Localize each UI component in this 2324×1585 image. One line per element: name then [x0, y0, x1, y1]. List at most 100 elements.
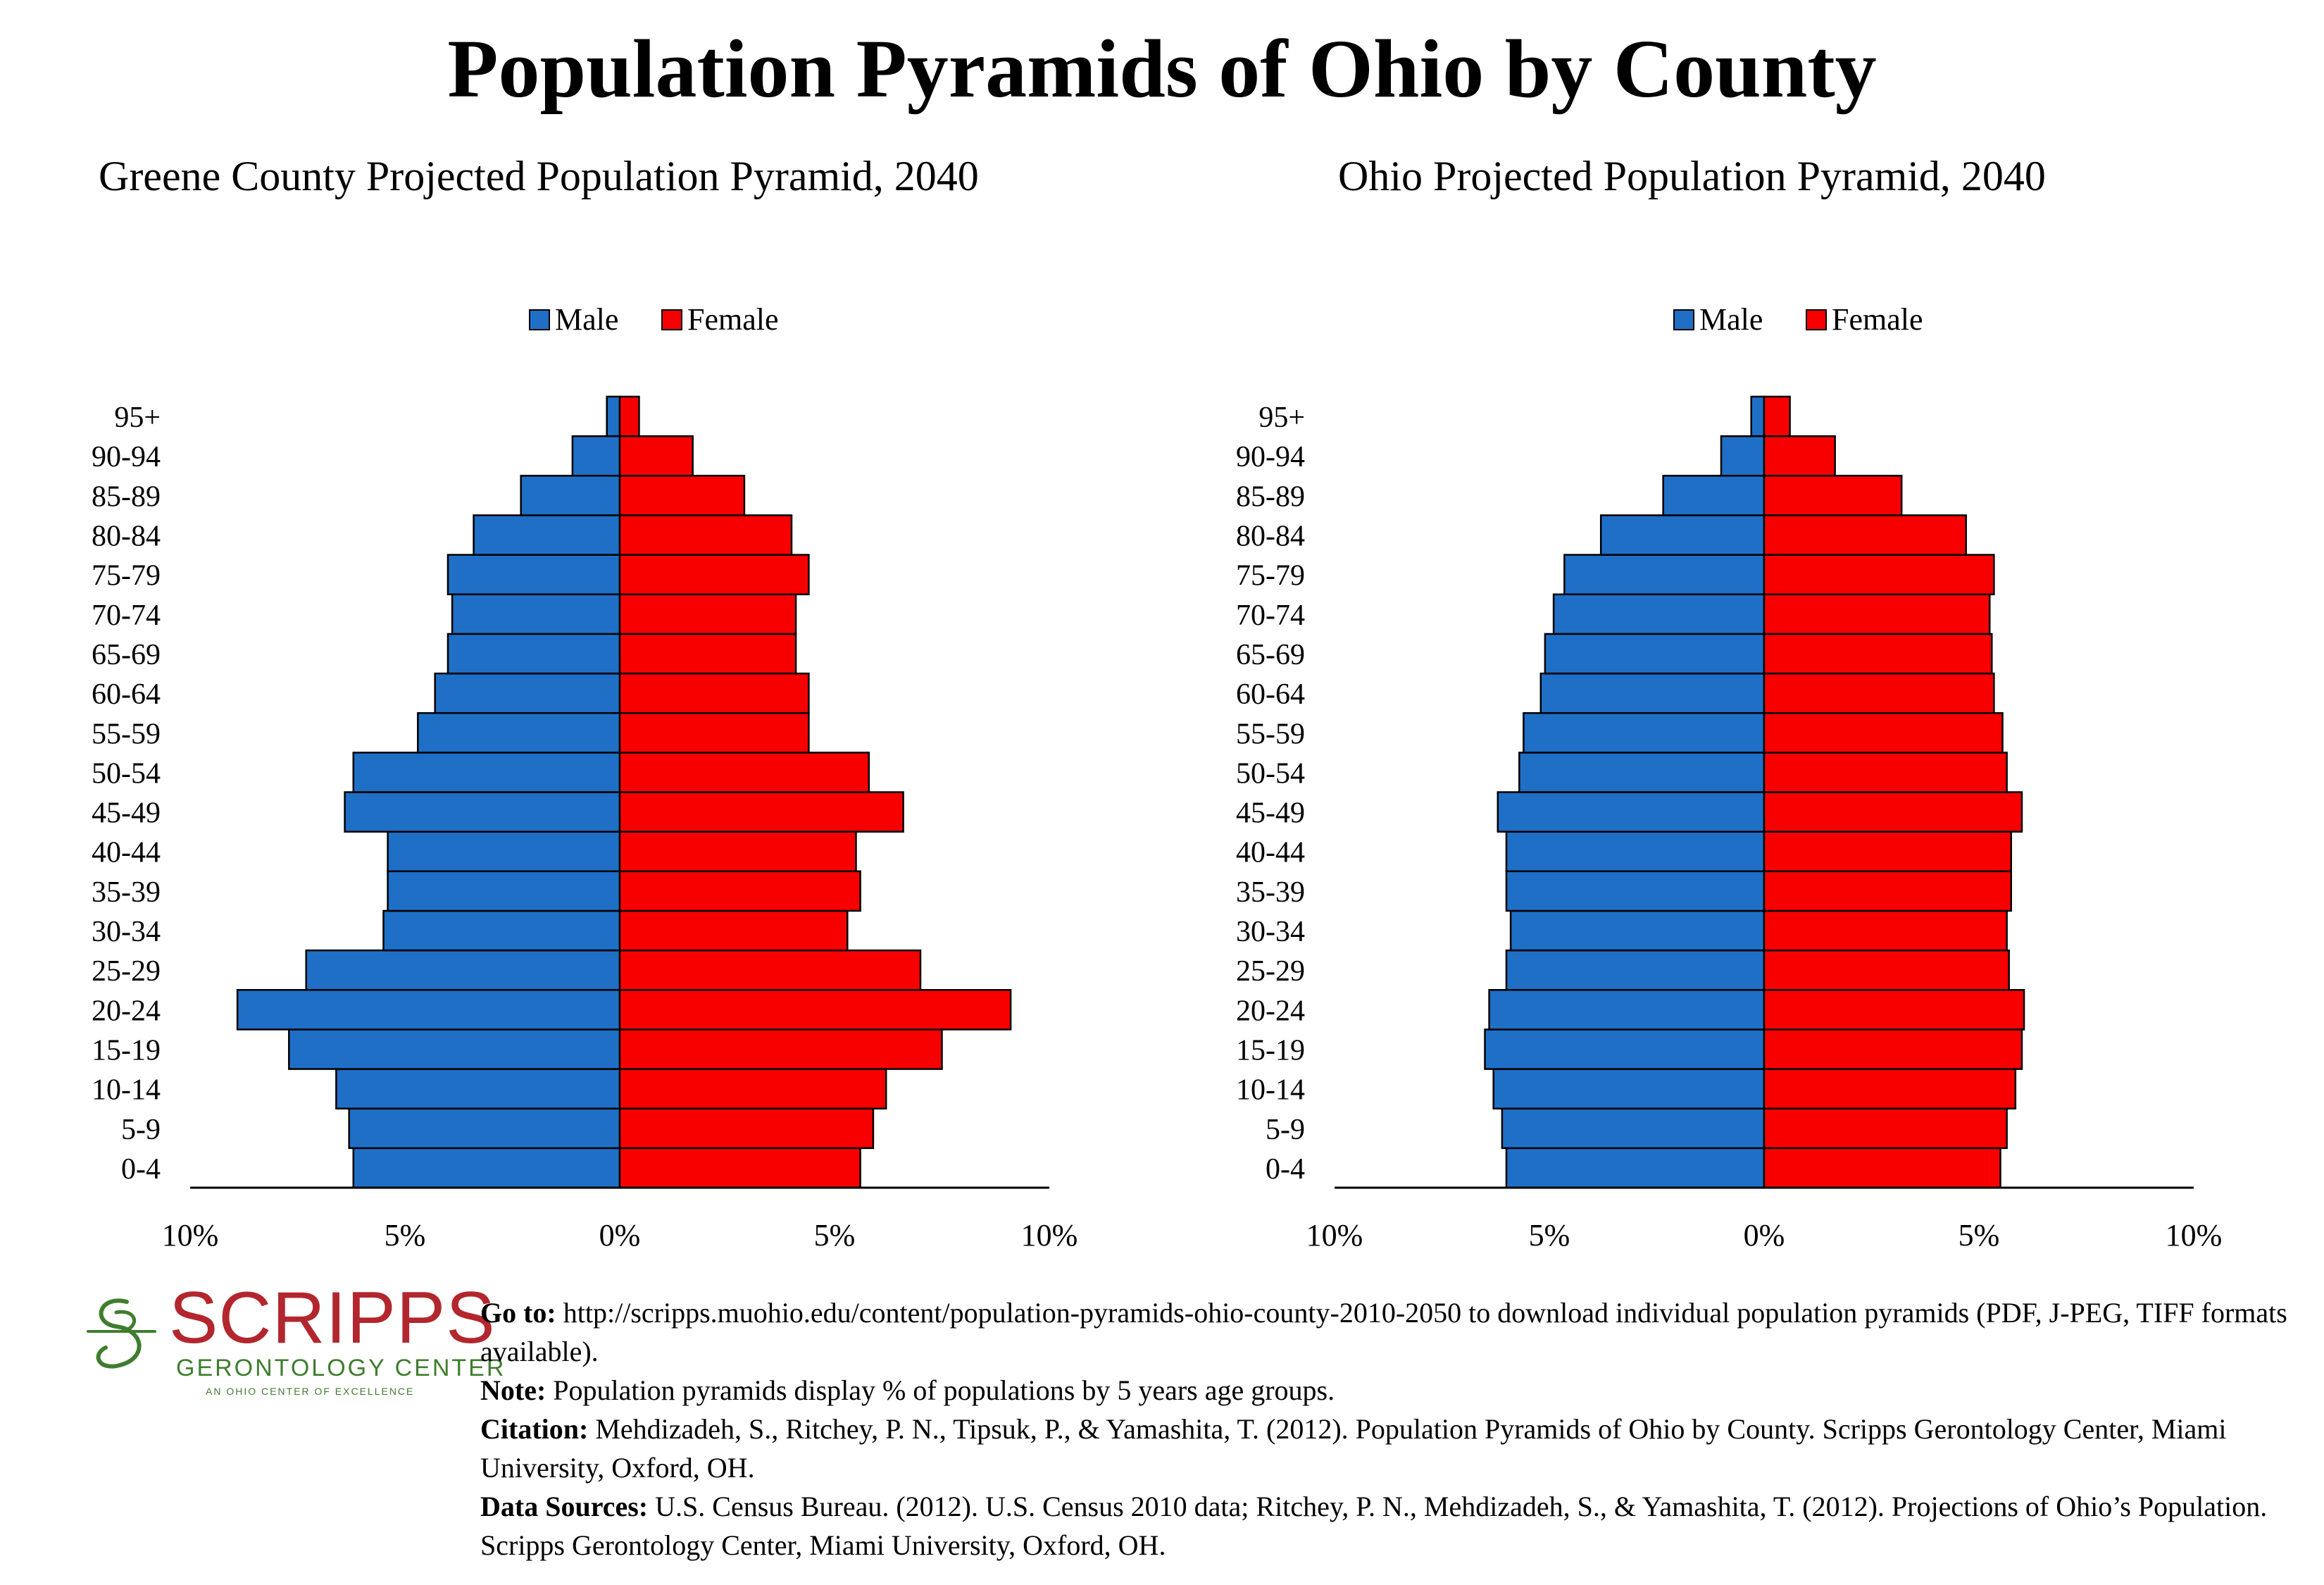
- chart1-male-bar: [520, 475, 621, 516]
- chart1-female-bar: [618, 633, 797, 675]
- chart1-age-label: 5-9: [121, 1114, 161, 1146]
- chart1-x-tick-label: 0%: [599, 1218, 641, 1253]
- chart1-female-bar: [618, 1107, 875, 1150]
- chart2-legend-male-swatch: [1673, 309, 1694, 330]
- chart1-age-label: 40-44: [92, 837, 161, 869]
- chart1-legend-female-label: Female: [687, 302, 779, 337]
- chart1-male-bar: [387, 831, 621, 873]
- chart1-male-bar: [305, 949, 621, 991]
- chart2-female-bar: [1763, 475, 1903, 516]
- chart1-legend-male-swatch: [529, 309, 550, 330]
- chart2-male-bar: [1505, 870, 1766, 912]
- chart1-age-label: 95+: [114, 402, 161, 434]
- chart2-age-label: 35-39: [1236, 876, 1305, 909]
- chart1-age-label: 60-64: [92, 678, 161, 711]
- chart1-female-bar: [618, 791, 904, 833]
- chart2-age-label: 10-14: [1236, 1074, 1305, 1107]
- chart1-age-label: 35-39: [92, 876, 161, 909]
- chart1-male-bar: [352, 1147, 621, 1189]
- chart2-male-bar: [1552, 593, 1766, 635]
- data-sources-line: Data Sources: U.S. Census Bureau. (2012)…: [480, 1491, 2268, 1561]
- note-line: Note: Population pyramids display % of p…: [480, 1374, 1335, 1406]
- chart2-legend-female-label: Female: [1832, 302, 1923, 337]
- chart2-male-bar: [1523, 711, 1766, 754]
- chart1-age-label: 0-4: [121, 1153, 161, 1186]
- logo-wordmark: SCRIPPS: [169, 1277, 496, 1359]
- chart2-male-bar: [1497, 791, 1766, 833]
- chart2-female-bar: [1763, 831, 2012, 873]
- chart1-male-bar: [344, 791, 621, 833]
- chart2-age-label: 0-4: [1266, 1153, 1305, 1186]
- chart1-female-bar: [618, 1068, 887, 1110]
- chart1-age-label: 30-34: [92, 916, 161, 948]
- chart2-female-bar: [1763, 1028, 2023, 1070]
- chart1-age-label: 55-59: [92, 718, 161, 750]
- chart1-age-label: 20-24: [92, 995, 161, 1027]
- chart2-age-label: 90-94: [1236, 441, 1305, 473]
- chart2-male-bar: [1750, 395, 1766, 437]
- chart2-age-label: 70-74: [1236, 599, 1305, 632]
- chart1-x-tick-label: 10%: [1021, 1218, 1078, 1253]
- chart1-age-label: 70-74: [92, 599, 161, 632]
- chart2-age-label: 85-89: [1236, 480, 1305, 513]
- chart2-male-bar: [1720, 435, 1766, 477]
- chart1-male-bar: [387, 870, 621, 912]
- chart2-age-label: 95+: [1258, 402, 1305, 434]
- chart1-female-bar: [618, 672, 810, 714]
- chart1-age-label: 25-29: [92, 955, 161, 988]
- logo-subtitle: GERONTOLOGY CENTER: [176, 1355, 506, 1381]
- chart1-male-bar: [434, 672, 621, 714]
- chart2-male-bar: [1492, 1068, 1766, 1110]
- chart2-male-bar: [1488, 989, 1766, 1031]
- chart2-title: Ohio Projected Population Pyramid, 2040: [1338, 153, 2046, 199]
- chart1-age-label: 65-69: [92, 639, 161, 671]
- chart1-age-label: 90-94: [92, 441, 161, 473]
- chart1-female-bar: [618, 593, 797, 635]
- chart2-legend-female-swatch: [1806, 309, 1827, 330]
- chart1-x-tick-label: 5%: [385, 1218, 426, 1253]
- chart1-x-tick-label: 5%: [814, 1218, 856, 1253]
- chart1-female-bar: [618, 949, 922, 991]
- chart2-male-bar: [1544, 633, 1766, 675]
- chart2-female-bar: [1763, 1068, 2017, 1110]
- chart2-female-bar: [1763, 1107, 2008, 1150]
- chart2-female-bar: [1763, 752, 2008, 793]
- chart2-female-bar: [1763, 633, 1993, 675]
- chart1-male-bar: [473, 514, 621, 556]
- chart2-legend-male-label: Male: [1699, 302, 1763, 337]
- chart1-male-bar: [348, 1107, 621, 1150]
- chart1-female-bar: [618, 435, 694, 477]
- chart2-male-bar: [1484, 1028, 1766, 1070]
- chart2-x-tick-label: 0%: [1744, 1218, 1785, 1253]
- chart2-age-label: 65-69: [1236, 639, 1305, 671]
- chart1-age-label: 75-79: [92, 560, 161, 592]
- chart1-age-label: 50-54: [92, 757, 161, 790]
- footer-notes: Go to: http://scripps.muohio.edu/content…: [480, 1293, 2311, 1565]
- chart2-age-label: 15-19: [1236, 1034, 1305, 1067]
- chart2-male-bar: [1505, 1147, 1766, 1189]
- chart1-age-label: 80-84: [92, 521, 161, 553]
- chart2-age-label: 40-44: [1236, 837, 1305, 869]
- chart2-female-bar: [1763, 909, 2008, 952]
- chart1-female-bar: [618, 870, 861, 912]
- chart2-male-bar: [1505, 831, 1766, 873]
- chart1-female-bar: [618, 395, 640, 437]
- chart1-title: Greene County Projected Population Pyram…: [99, 153, 979, 199]
- chart2-female-bar: [1763, 514, 1967, 556]
- chart2-x-tick-label: 10%: [1306, 1218, 1363, 1253]
- chart2-age-label: 30-34: [1236, 916, 1305, 948]
- chart1-male-bar: [446, 633, 621, 675]
- chart2-male-bar: [1563, 554, 1766, 595]
- chart1-female-bar: [618, 752, 870, 793]
- chart2-female-bar: [1763, 989, 2025, 1031]
- chart1-female-bar: [618, 554, 810, 595]
- chart2-x-tick-label: 10%: [2166, 1218, 2223, 1253]
- chart2-male-bar: [1662, 475, 1766, 516]
- scripps-swirl-icon: [87, 1298, 156, 1369]
- chart2-age-label: 45-49: [1236, 797, 1305, 830]
- chart2-female-bar: [1763, 791, 2023, 833]
- chart1-male-bar: [446, 554, 621, 595]
- chart1-male-bar: [417, 711, 621, 754]
- chart1-female-bar: [618, 1028, 943, 1070]
- scripps-logo: SCRIPPS GERONTOLOGY CENTER AN OHIO CENTE…: [85, 1277, 504, 1409]
